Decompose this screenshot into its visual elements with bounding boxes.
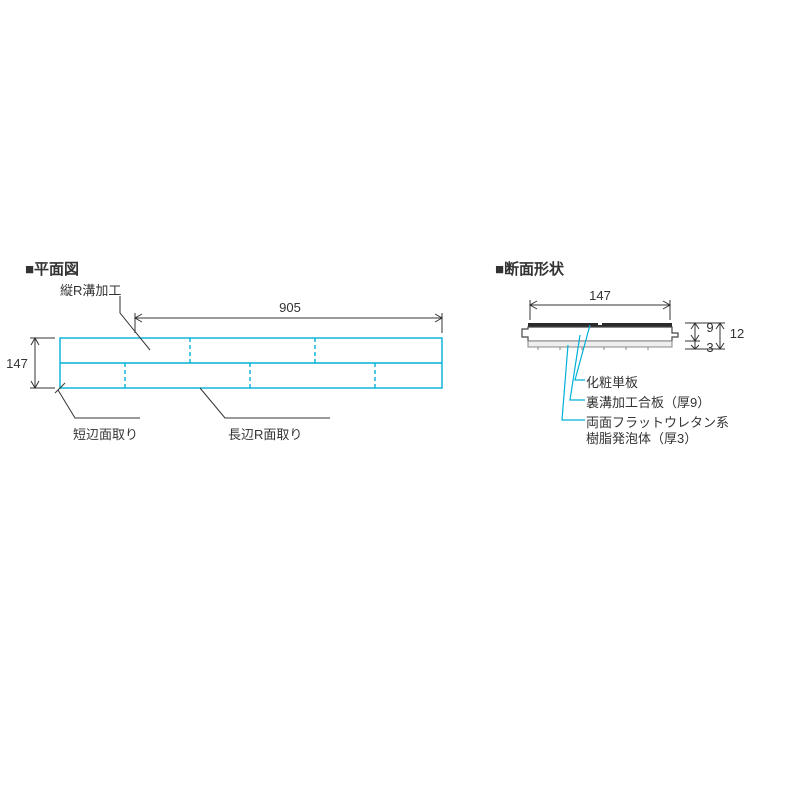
short-chamfer-label: 短辺面取り (73, 424, 138, 443)
foam-layer (528, 341, 672, 347)
cross-section-title: ■断面形状 (495, 258, 564, 279)
length-905-label: 905 (270, 300, 310, 315)
long-chamfer-label: 長辺R面取り (228, 424, 302, 443)
groove-label: 縦R溝加工 (60, 280, 121, 299)
plan-view-title: ■平面図 (25, 258, 79, 279)
plan-view-diagram (0, 278, 470, 448)
cross-section-diagram (490, 285, 790, 495)
cs-thick-12: 12 (727, 326, 747, 341)
cs-width-147: 147 (582, 288, 618, 303)
layer-veneer-label: 化粧単板 (586, 372, 638, 391)
layer-foam-label-l2: 樹脂発泡体（厚3） (586, 428, 697, 447)
cs-thick-3: 3 (702, 340, 718, 355)
height-147-label: 147 (2, 356, 32, 371)
plywood-core (522, 327, 678, 341)
layer-plywood-label: 裏溝加工合板（厚9） (586, 392, 710, 411)
cs-thick-9: 9 (702, 320, 718, 335)
